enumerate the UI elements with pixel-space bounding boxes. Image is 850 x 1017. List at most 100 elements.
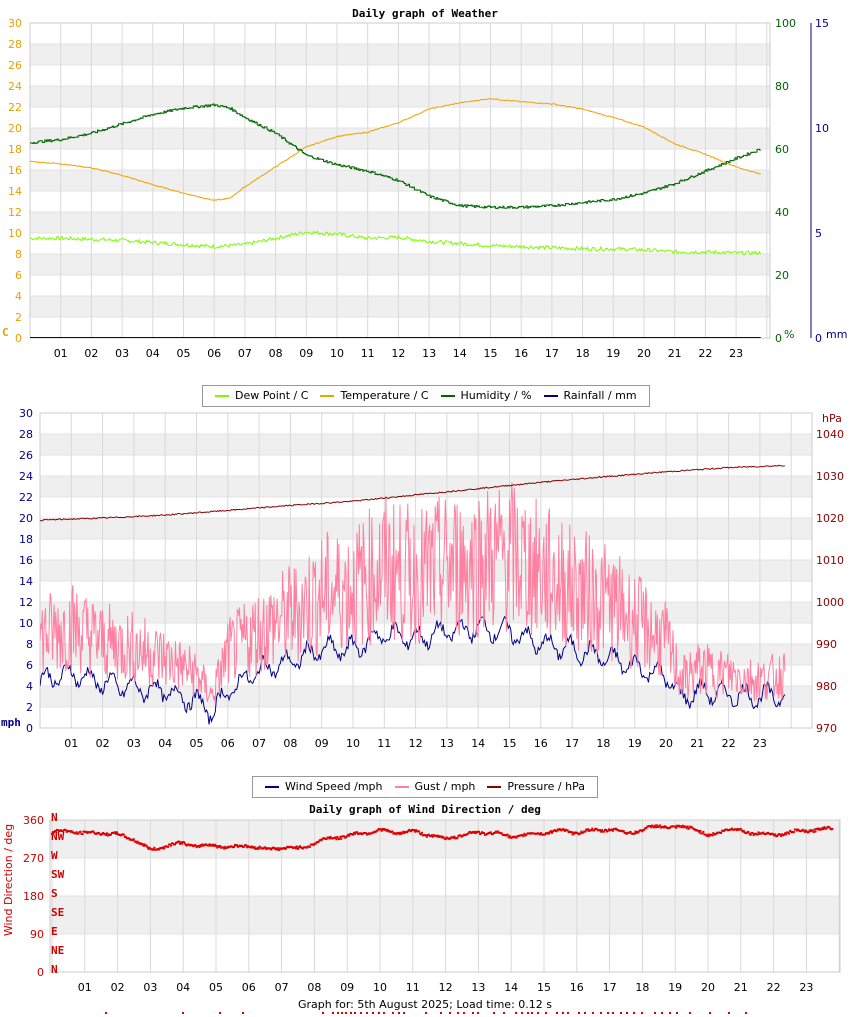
direction-point bbox=[170, 844, 173, 847]
y-axis-label: Wind Direction / deg bbox=[2, 824, 15, 936]
direction-point bbox=[183, 842, 186, 845]
direction-point bbox=[701, 832, 704, 835]
direction-point bbox=[198, 846, 201, 849]
direction-point bbox=[600, 830, 603, 833]
legend-label: Dew Point / C bbox=[235, 389, 309, 402]
direction-point bbox=[742, 829, 745, 832]
direction-point bbox=[386, 828, 389, 831]
direction-point bbox=[329, 835, 332, 838]
direction-point bbox=[424, 834, 427, 837]
direction-point bbox=[708, 835, 711, 838]
y-tick-label: 26 bbox=[19, 449, 33, 462]
direction-point bbox=[135, 841, 138, 844]
y-tick-label: 28 bbox=[8, 38, 22, 51]
direction-point bbox=[256, 846, 259, 849]
direction-point bbox=[242, 845, 245, 848]
x-tick-label: 08 bbox=[307, 981, 321, 994]
direction-point bbox=[410, 830, 413, 833]
direction-point bbox=[814, 830, 817, 833]
direction-point bbox=[360, 1012, 362, 1014]
direction-point bbox=[200, 845, 203, 848]
series-line-dew bbox=[30, 230, 762, 256]
direction-point bbox=[356, 831, 359, 834]
direction-point bbox=[197, 844, 200, 847]
y-tick-label-right: 1040 bbox=[816, 428, 844, 441]
legend-item: Humidity / % bbox=[440, 386, 532, 406]
direction-point bbox=[425, 1012, 427, 1014]
direction-point bbox=[106, 832, 109, 835]
direction-point bbox=[600, 1012, 602, 1014]
direction-point bbox=[285, 847, 288, 850]
weather-chart: Daily graph of Weather024681012141618202… bbox=[2, 7, 847, 360]
direction-point bbox=[654, 1012, 656, 1014]
direction-point bbox=[521, 1012, 523, 1014]
direction-point bbox=[136, 840, 139, 843]
x-tick-label: 16 bbox=[534, 737, 548, 750]
direction-point bbox=[327, 836, 330, 839]
direction-point bbox=[413, 829, 416, 832]
legend-swatch bbox=[487, 786, 502, 788]
direction-point bbox=[751, 832, 754, 835]
direction-point bbox=[531, 1012, 533, 1014]
direction-point bbox=[219, 844, 222, 847]
direction-point bbox=[452, 836, 455, 839]
direction-point bbox=[584, 1012, 586, 1014]
direction-point bbox=[698, 831, 701, 834]
direction-point bbox=[403, 832, 406, 835]
y-tick-label-right: 60 bbox=[775, 143, 789, 156]
direction-point bbox=[110, 833, 113, 836]
direction-point bbox=[641, 830, 644, 833]
direction-point bbox=[258, 845, 261, 848]
y-tick-label-right: 40 bbox=[775, 206, 789, 219]
direction-point bbox=[712, 832, 715, 835]
y-tick-label-right2: 10 bbox=[815, 122, 829, 135]
direction-point bbox=[167, 845, 170, 848]
direction-point bbox=[804, 829, 807, 832]
direction-point bbox=[521, 834, 524, 837]
direction-point bbox=[348, 834, 351, 837]
legend-label: Gust / mph bbox=[414, 780, 476, 793]
direction-point bbox=[152, 848, 155, 851]
direction-point bbox=[402, 830, 405, 833]
legend-swatch bbox=[320, 395, 335, 397]
y-tick-label-right: 1000 bbox=[816, 596, 844, 609]
y-tick-label: 8 bbox=[15, 248, 22, 261]
grid-band bbox=[50, 896, 840, 934]
direction-point bbox=[105, 1012, 107, 1014]
direction-point bbox=[493, 831, 496, 834]
x-tick-label: 02 bbox=[96, 737, 110, 750]
direction-point bbox=[449, 1012, 451, 1014]
direction-point bbox=[354, 832, 357, 835]
direction-point bbox=[795, 829, 798, 832]
y-tick-label: 22 bbox=[19, 491, 33, 504]
direction-point bbox=[113, 831, 116, 834]
direction-point bbox=[153, 846, 156, 849]
direction-point bbox=[339, 835, 342, 838]
grid-band bbox=[30, 212, 770, 233]
direction-point bbox=[653, 826, 656, 829]
direction-point bbox=[780, 834, 783, 837]
direction-point bbox=[338, 838, 341, 841]
direction-point bbox=[207, 844, 210, 847]
grid-band bbox=[40, 644, 812, 665]
direction-point bbox=[148, 846, 151, 849]
direction-point bbox=[669, 1012, 671, 1014]
direction-point bbox=[480, 832, 483, 835]
wind-legend: Wind Speed /mph Gust / mph Pressure / hPa bbox=[252, 776, 598, 798]
y-tick-label-right: 100 bbox=[775, 17, 796, 30]
x-tick-label: 11 bbox=[377, 737, 391, 750]
y-tick-label: 270 bbox=[23, 852, 44, 865]
direction-point bbox=[578, 1012, 580, 1014]
x-tick-label: 21 bbox=[690, 737, 704, 750]
x-tick-label: 16 bbox=[570, 981, 584, 994]
direction-point bbox=[163, 847, 166, 850]
direction-point bbox=[599, 829, 602, 832]
series-group bbox=[30, 97, 762, 338]
direction-point bbox=[779, 833, 782, 836]
grid-band bbox=[40, 686, 812, 707]
x-tick-label: 20 bbox=[701, 981, 715, 994]
x-tick-label: 17 bbox=[545, 347, 559, 360]
direction-point bbox=[562, 828, 565, 831]
direction-point bbox=[54, 830, 57, 833]
plot-border bbox=[39, 412, 813, 729]
